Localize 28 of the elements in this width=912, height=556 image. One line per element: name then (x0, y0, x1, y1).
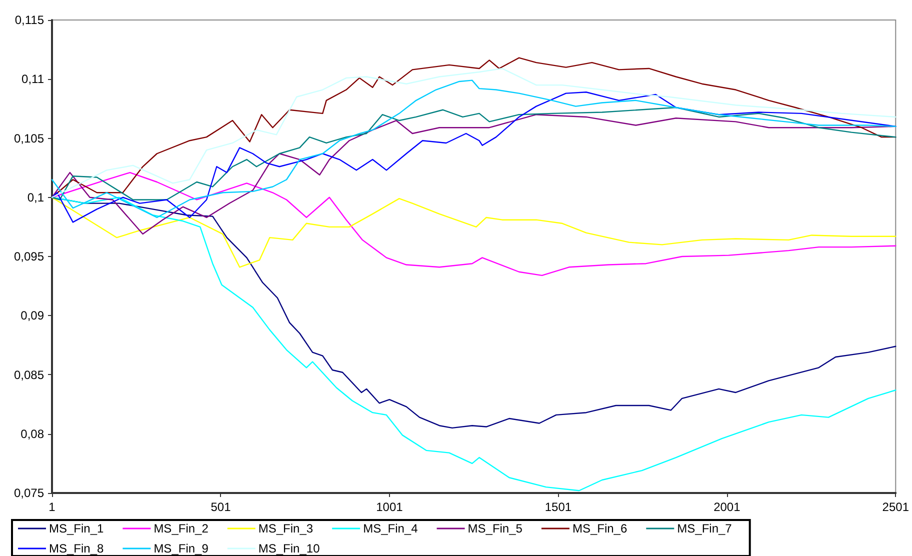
x-tick-label: 1 (48, 500, 56, 514)
legend-label: MS_Fin_4 (363, 522, 418, 536)
legend-label: MS_Fin_8 (49, 542, 104, 556)
y-tick-label: 0,105 (14, 131, 44, 146)
legend-label: MS_Fin_5 (468, 522, 523, 536)
y-tick-label: 0,085 (14, 368, 44, 382)
y-tick-label: 0,09 (20, 308, 44, 323)
x-tick-label: 1501 (544, 500, 572, 514)
legend-label: MS_Fin_7 (677, 522, 732, 536)
y-tick-label: 0,11 (22, 72, 44, 86)
x-tick-label: 2501 (882, 500, 910, 514)
legend-label: MS_Fin_6 (572, 522, 628, 536)
y-tick-label: 0,1 (27, 190, 44, 204)
line-series (51, 196, 896, 492)
line-series (51, 196, 896, 268)
legend-label: MS_Fin_9 (154, 542, 209, 556)
y-tick-label: 0,095 (14, 250, 44, 264)
y-tick-label: 0,08 (20, 426, 44, 441)
x-tick-label: 1001 (376, 500, 404, 514)
x-tick-label: 501 (210, 500, 232, 514)
x-tick-label: 2001 (714, 500, 741, 514)
legend-label: MS_Fin_10 (258, 542, 320, 556)
legend-label: MS_Fin_2 (154, 522, 209, 536)
legend-label: MS_Fin_3 (258, 522, 314, 536)
y-tick-label: 0,115 (14, 13, 44, 27)
legend-label: MS_Fin_1 (49, 522, 104, 536)
y-tick-label: 0,075 (14, 486, 44, 500)
line-series (51, 106, 896, 200)
